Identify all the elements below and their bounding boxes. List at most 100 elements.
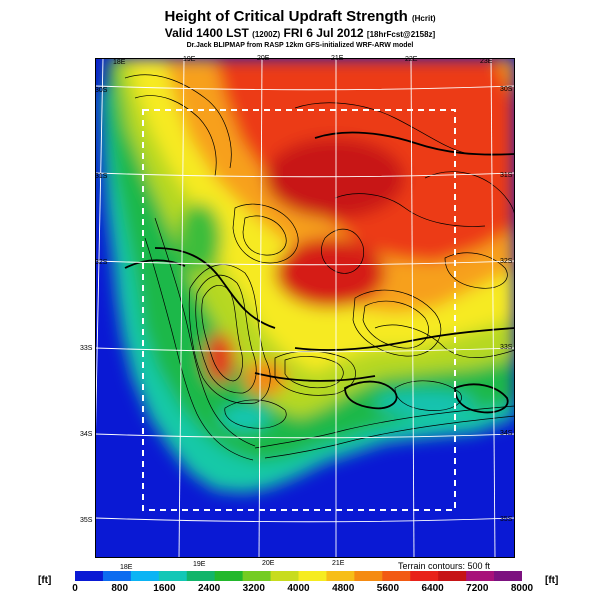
lat-label-left: 34S (80, 431, 93, 438)
grid-line (95, 347, 515, 353)
lon-label-top: 20E (257, 55, 270, 62)
grid-line (95, 260, 515, 266)
color-scale-tick-label: 4800 (332, 583, 355, 594)
cape-fold-orange (243, 360, 287, 396)
contour-line (254, 372, 376, 382)
valid-date: FRI 6 Jul 2012 (283, 26, 364, 40)
color-scale-swatch (270, 571, 299, 581)
lat-label-left: 30S (95, 87, 108, 94)
contour-line (374, 324, 515, 358)
lat-label-left: 35S (80, 517, 93, 524)
color-scale-tick-label: 6400 (421, 583, 444, 594)
title-text: Height of Critical Updraft Strength (164, 8, 408, 25)
valid-utc: (1200Z) (252, 30, 281, 39)
color-scale-swatch (354, 571, 383, 581)
grid-line (95, 58, 104, 481)
color-scale-swatch (410, 571, 439, 581)
color-scale-swatch (158, 571, 188, 581)
color-scale-tick-label: 5600 (376, 583, 400, 594)
lon-label-bottom: 18E (120, 564, 133, 571)
lat-label-right: 31S (500, 172, 513, 179)
teal-patch-south (375, 391, 475, 415)
lon-label-bottom: 19E (193, 561, 206, 568)
lon-label-top: 22E (405, 56, 418, 63)
lat-label-right: 32S (500, 258, 513, 265)
lon-label-top: 19E (183, 56, 196, 63)
contour-line (394, 380, 462, 411)
field-contours-bold (124, 131, 515, 414)
grid-line (95, 433, 515, 439)
title-suffix: (Hcrit) (411, 14, 436, 23)
contour-line (188, 264, 271, 404)
contour-line (195, 274, 257, 394)
western-green (178, 203, 222, 273)
color-scale-tick-label: 4000 (287, 583, 310, 594)
lon-label-top: 21E (331, 55, 344, 62)
contour-line (294, 102, 466, 154)
color-scale-swatch (298, 571, 327, 581)
color-scale-swatch (214, 571, 244, 581)
color-scale-swatch (102, 571, 132, 581)
lat-label-left: 32S (95, 259, 108, 266)
red-core-south (275, 238, 385, 308)
lon-label-top: 18E (113, 59, 126, 66)
color-scale-swatch (494, 571, 522, 581)
color-scale-swatch (466, 571, 495, 581)
color-scale-tick-label: 3200 (242, 583, 265, 594)
color-scale-tick-label: 1600 (153, 583, 176, 594)
color-scale-swatch (438, 571, 467, 581)
contour-line (321, 228, 365, 274)
color-scale-swatch (326, 571, 355, 581)
contour-line (264, 415, 515, 459)
color-scale-swatch (242, 571, 272, 581)
color-scale-swatch (186, 571, 216, 581)
forecast-run-info: [18hrFcst@2158z] (366, 30, 436, 39)
contour-line (284, 356, 344, 389)
color-scale-bar (75, 571, 522, 581)
contour-line (454, 383, 509, 414)
map-frame (95, 58, 515, 558)
contour-line (154, 247, 276, 329)
latlon-grid (95, 58, 515, 558)
contour-line (352, 289, 442, 357)
contour-line (344, 380, 398, 410)
grid-line (95, 85, 515, 91)
teal-patch-west (220, 406, 270, 430)
color-scale-tick-label: 7200 (466, 583, 489, 594)
forecast-map (95, 58, 515, 558)
grid-line (178, 58, 185, 558)
lon-label-bottom: 21E (332, 560, 345, 567)
color-scale-tick-label: 2400 (197, 583, 221, 594)
terrain-contour-note: Terrain contours: 500 ft (398, 561, 491, 571)
color-scale-tick-label: 8000 (510, 583, 534, 594)
lat-label-right: 30S (500, 86, 513, 93)
grid-line (490, 58, 496, 558)
color-scale-swatch (75, 571, 104, 581)
contour-line (134, 95, 217, 177)
grid-line (95, 517, 515, 523)
lon-label-bottom: 20E (262, 560, 275, 567)
contour-line (314, 131, 515, 156)
contour-line (232, 203, 299, 264)
legend-unit-right: [ft] (545, 575, 559, 586)
contour-line (124, 259, 186, 269)
contour-line (124, 74, 232, 169)
grid-line (95, 172, 515, 178)
color-scale-swatch (130, 571, 160, 581)
model-credit: Dr.Jack BLIPMAP from RASP 12km GFS-initi… (186, 42, 414, 49)
lat-label-right: 35S (500, 516, 513, 523)
valid-time: Valid 1400 LST (164, 26, 249, 40)
lat-label-right: 34S (500, 430, 513, 437)
grid-line (258, 58, 263, 558)
contour-line (362, 300, 429, 349)
lat-label-left: 31S (95, 173, 108, 180)
contour-line (242, 215, 287, 256)
cape-fold-red (205, 333, 235, 383)
contour-line (224, 399, 287, 429)
legend-unit-left: [ft] (38, 575, 52, 586)
contour-line (254, 405, 515, 449)
color-scale-tick-label: 0 (72, 583, 78, 594)
inner-domain-box (142, 109, 456, 511)
grid-line (410, 58, 415, 558)
lat-label-left: 33S (80, 345, 93, 352)
